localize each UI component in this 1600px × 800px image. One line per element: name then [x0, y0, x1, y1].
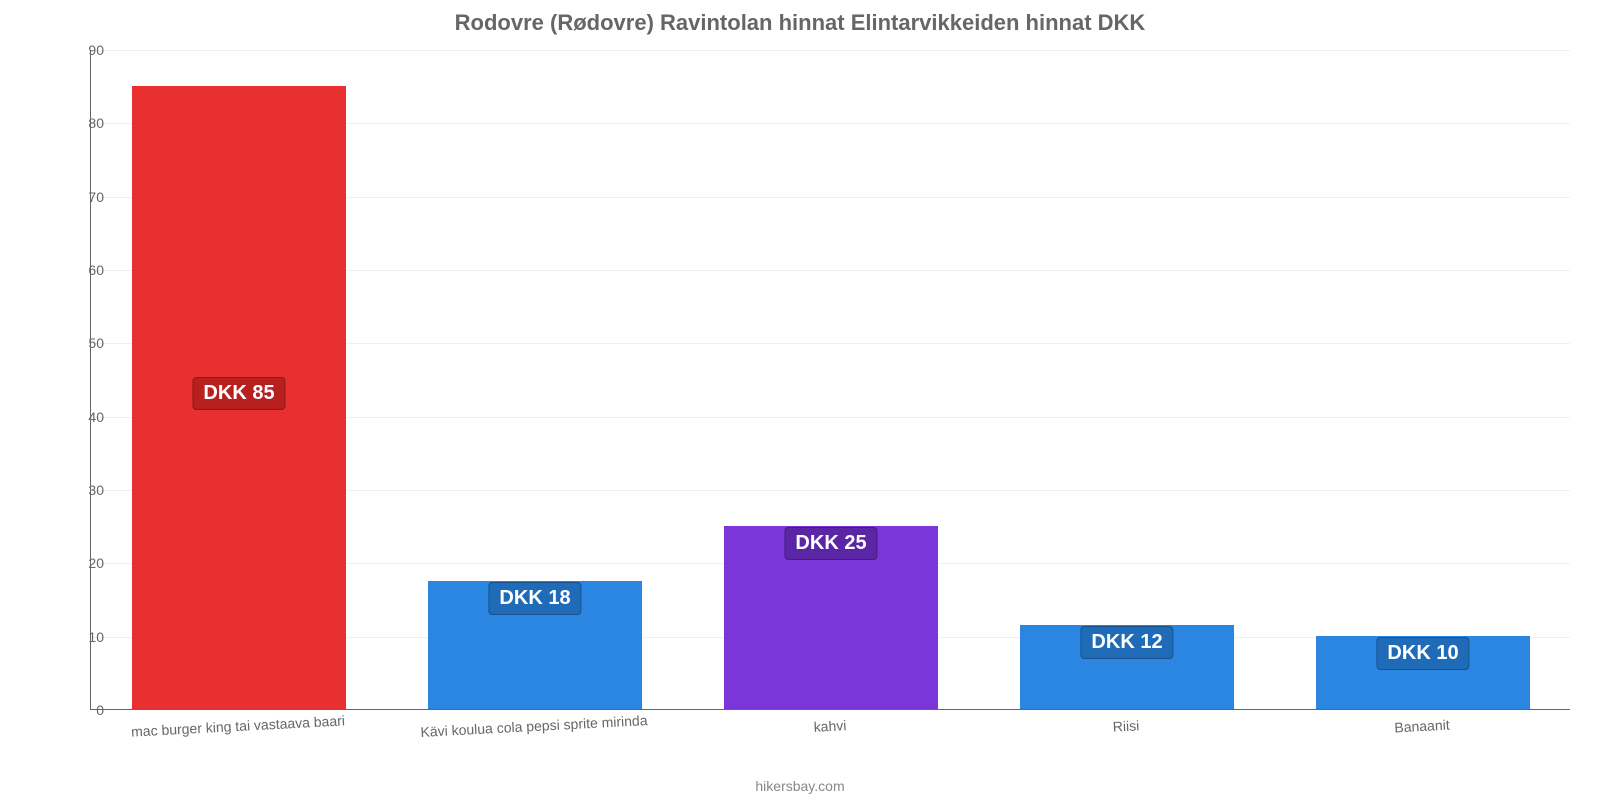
x-axis-label: kahvi [813, 717, 846, 735]
y-tick-label: 90 [88, 42, 104, 58]
x-axis-label: Riisi [1112, 717, 1139, 734]
y-tick-label: 10 [88, 629, 104, 645]
value-badge: DKK 85 [192, 377, 285, 410]
value-badge: DKK 25 [784, 527, 877, 560]
value-badge: DKK 10 [1376, 637, 1469, 670]
x-axis-label: mac burger king tai vastaava baari [131, 712, 346, 739]
y-tick-label: 40 [88, 409, 104, 425]
y-tick-label: 20 [88, 555, 104, 571]
y-tick-label: 70 [88, 189, 104, 205]
x-axis-label: Banaanit [1394, 717, 1450, 736]
plot-area: DKK 85 DKK 18 DKK 25 DKK 12 DKK 10 [90, 50, 1570, 710]
gridline [91, 50, 1570, 51]
x-axis-labels: mac burger king tai vastaava baari Kävi k… [90, 714, 1570, 774]
attribution-text: hikersbay.com [0, 778, 1600, 794]
y-tick-label: 50 [88, 335, 104, 351]
value-badge: DKK 18 [488, 582, 581, 615]
x-axis-label: Kävi koulua cola pepsi sprite mirinda [420, 712, 648, 740]
value-badge: DKK 12 [1080, 626, 1173, 659]
y-tick-label: 30 [88, 482, 104, 498]
chart-title: Rodovre (Rødovre) Ravintolan hinnat Elin… [0, 10, 1600, 36]
y-tick-label: 80 [88, 115, 104, 131]
y-tick-label: 60 [88, 262, 104, 278]
